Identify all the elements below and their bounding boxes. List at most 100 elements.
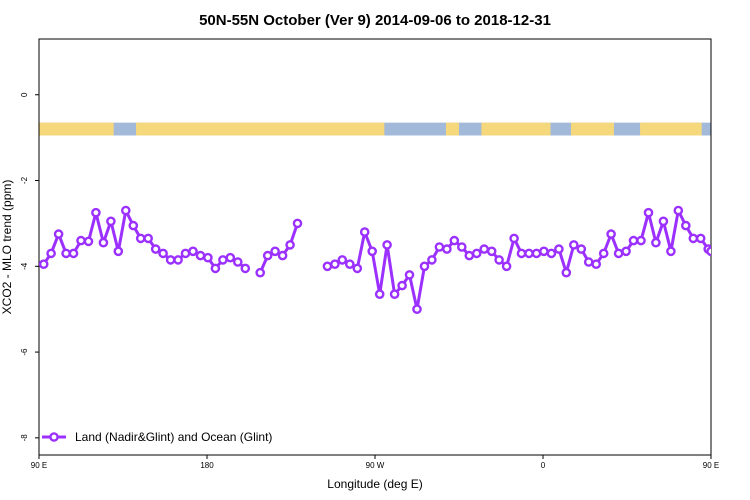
data-point bbox=[188, 246, 198, 257]
data-point bbox=[68, 248, 79, 259]
data-point bbox=[628, 235, 639, 246]
data-point bbox=[569, 240, 579, 250]
data-point bbox=[180, 248, 191, 259]
data-point bbox=[516, 248, 527, 259]
x-tick-label: 0 bbox=[541, 461, 546, 470]
data-point bbox=[606, 229, 616, 239]
data-point bbox=[397, 280, 407, 291]
data-point bbox=[636, 235, 646, 246]
data-point bbox=[509, 233, 519, 244]
data-point bbox=[150, 244, 161, 254]
data-point bbox=[344, 259, 355, 270]
land-segment bbox=[481, 122, 551, 136]
data-point bbox=[135, 233, 146, 244]
data-point bbox=[106, 216, 116, 227]
data-point bbox=[546, 248, 557, 259]
data-point bbox=[165, 255, 176, 265]
data-point bbox=[158, 248, 168, 259]
data-point bbox=[285, 240, 295, 250]
data-point bbox=[613, 248, 624, 259]
x-tick-label: 90 W bbox=[366, 461, 385, 470]
series-layer bbox=[39, 205, 711, 315]
data-point bbox=[666, 246, 676, 257]
data-point bbox=[643, 207, 654, 218]
data-point bbox=[359, 227, 370, 237]
plot-frame bbox=[38, 38, 712, 456]
y-tick-label: -6 bbox=[20, 348, 29, 356]
data-point bbox=[292, 218, 303, 229]
data-point bbox=[456, 242, 467, 252]
x-axis: 90 E 180 90 W 0 90 E bbox=[31, 455, 719, 470]
data-point bbox=[695, 233, 706, 244]
data-point bbox=[389, 289, 400, 300]
data-point bbox=[210, 263, 221, 274]
data-point bbox=[561, 267, 572, 278]
data-point bbox=[322, 261, 333, 272]
data-point bbox=[531, 248, 542, 259]
data-point bbox=[232, 257, 243, 267]
data-point bbox=[46, 248, 56, 259]
data-point bbox=[471, 248, 482, 259]
data-point bbox=[270, 246, 280, 257]
data-point bbox=[486, 246, 497, 257]
data-point bbox=[240, 263, 251, 274]
data-point bbox=[419, 261, 430, 272]
data-point bbox=[501, 261, 512, 272]
data-point bbox=[173, 255, 183, 265]
data-point bbox=[352, 263, 363, 274]
data-point bbox=[651, 237, 661, 248]
data-point bbox=[330, 259, 340, 270]
data-point bbox=[598, 248, 609, 259]
data-point bbox=[195, 250, 206, 261]
data-point bbox=[591, 259, 602, 270]
land-segment bbox=[711, 123, 750, 136]
land-segment bbox=[445, 122, 459, 136]
data-point bbox=[442, 244, 452, 254]
data-point bbox=[706, 246, 711, 257]
data-point bbox=[39, 259, 49, 269]
data-point bbox=[91, 207, 101, 218]
data-point bbox=[218, 255, 228, 265]
data-point bbox=[524, 248, 534, 259]
data-point bbox=[225, 252, 236, 263]
y-axis-label: XCO2 - MLO trend (ppm) bbox=[0, 180, 14, 315]
x-axis-label: Longitude (deg E) bbox=[327, 477, 422, 491]
land-segment bbox=[571, 122, 614, 136]
data-point bbox=[83, 236, 94, 247]
data-point bbox=[367, 246, 378, 257]
data-point bbox=[203, 252, 213, 263]
data-point bbox=[53, 229, 64, 239]
data-point bbox=[128, 220, 139, 231]
data-point bbox=[621, 246, 631, 257]
data-point bbox=[464, 250, 475, 261]
y-axis: 0 -2 -4 -6 -8 bbox=[20, 92, 39, 441]
land-segment bbox=[136, 122, 385, 136]
data-point bbox=[539, 246, 549, 257]
legend-marker bbox=[49, 432, 59, 442]
data-point bbox=[404, 270, 415, 280]
series-line bbox=[325, 209, 711, 311]
land-ocean-band bbox=[39, 122, 750, 136]
legend-label: Land (Nadir&Glint) and Ocean (Glint) bbox=[75, 430, 272, 444]
data-point bbox=[658, 216, 669, 227]
land-segment bbox=[39, 122, 114, 136]
x-tick-label: 180 bbox=[200, 461, 214, 470]
data-point bbox=[98, 237, 109, 248]
data-point bbox=[449, 235, 460, 246]
data-point bbox=[494, 255, 504, 265]
data-point bbox=[121, 205, 131, 216]
y-tick-label: -2 bbox=[20, 176, 29, 184]
data-point bbox=[277, 250, 288, 261]
x-tick-label: 90 E bbox=[703, 461, 719, 470]
y-tick-label: -4 bbox=[20, 262, 29, 270]
y-tick-label: -8 bbox=[20, 434, 29, 442]
data-point bbox=[262, 250, 273, 261]
data-point bbox=[113, 246, 124, 257]
y-tick-label: 0 bbox=[20, 92, 29, 97]
data-point bbox=[576, 244, 587, 254]
data-point bbox=[61, 248, 71, 259]
data-point bbox=[412, 304, 422, 315]
data-point bbox=[434, 242, 445, 252]
data-point bbox=[710, 258, 711, 261]
data-point bbox=[255, 267, 266, 278]
